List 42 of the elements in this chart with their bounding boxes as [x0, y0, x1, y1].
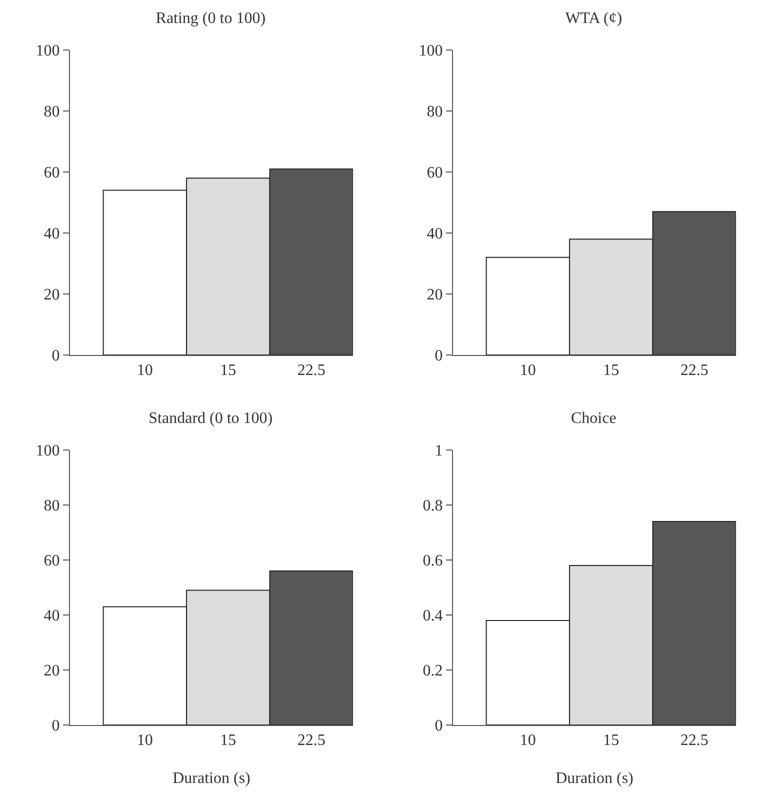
y-tick-label: 0	[52, 718, 60, 735]
y-tick-label: 20	[426, 286, 443, 304]
chart-title: Choice	[570, 410, 616, 428]
y-tick-label: 40	[44, 608, 60, 625]
y-tick-label: 100	[418, 42, 443, 60]
x-tick-label: 22.5	[680, 732, 708, 750]
y-tick-label: 60	[44, 164, 60, 182]
x-tick-label: 10	[136, 362, 153, 380]
y-tick-label: 0.2	[422, 662, 443, 680]
y-tick-label: 0.6	[422, 552, 443, 570]
chart-title: Standard (0 to 100)	[148, 410, 273, 428]
x-tick-label: 15	[220, 732, 236, 750]
x-axis-title: Duration (s)	[172, 770, 250, 787]
chart-title: WTA (¢)	[565, 10, 622, 28]
y-tick-label: 0	[434, 348, 443, 365]
chart-title: Rating (0 to 100)	[156, 10, 266, 28]
x-tick-label: 10	[136, 732, 153, 750]
y-tick-label: 0	[434, 718, 443, 735]
y-tick-label: 100	[36, 442, 60, 460]
y-tick-label: 1	[434, 442, 443, 460]
x-tick-label: 10	[520, 362, 536, 380]
x-tick-label: 10	[520, 732, 536, 750]
y-tick-label: 40	[44, 226, 60, 243]
y-tick-label: 80	[44, 104, 60, 121]
y-tick-label: 80	[44, 498, 60, 515]
x-tick-label: 22.5	[297, 732, 326, 750]
y-tick-label: 100	[36, 42, 60, 60]
x-tick-label: 15	[220, 362, 236, 380]
x-tick-label: 15	[603, 732, 620, 750]
x-tick-label: 22.5	[297, 362, 326, 380]
y-tick-label: 0.4	[422, 608, 443, 625]
y-tick-label: 0.8	[422, 498, 443, 515]
y-tick-label: 60	[426, 164, 443, 182]
y-tick-label: 0	[52, 348, 60, 365]
x-axis-title: Duration (s)	[556, 770, 634, 787]
y-tick-label: 20	[44, 286, 60, 304]
y-tick-label: 80	[426, 104, 443, 121]
y-tick-label: 40	[426, 226, 443, 243]
y-tick-label: 60	[44, 552, 60, 570]
y-tick-label: 20	[44, 662, 60, 680]
x-tick-label: 22.5	[680, 362, 708, 380]
x-tick-label: 15	[603, 362, 620, 380]
